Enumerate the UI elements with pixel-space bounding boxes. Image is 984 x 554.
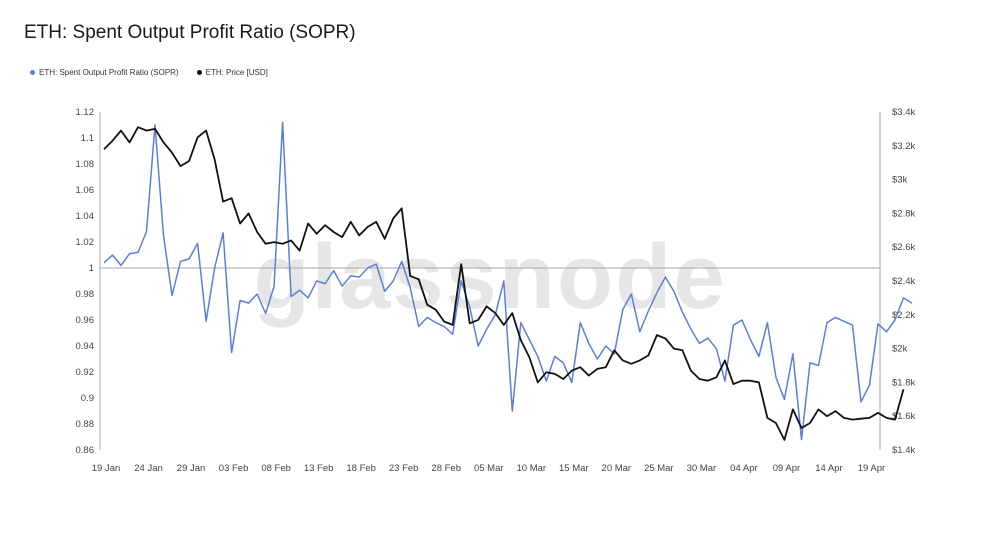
left-tick-label: 1.08 <box>76 159 95 170</box>
x-tick-label: 10 Mar <box>516 463 546 474</box>
left-tick-label: 1.12 <box>76 107 95 118</box>
x-tick-label: 04 Apr <box>730 463 757 474</box>
right-tick-label: $2.2k <box>892 310 915 321</box>
left-tick-label: 1.04 <box>76 211 95 222</box>
left-tick-label: 1.02 <box>76 237 95 248</box>
price-series-line <box>103 126 905 441</box>
x-tick-label: 08 Feb <box>261 463 291 474</box>
x-tick-label: 28 Feb <box>431 463 461 474</box>
x-tick-label: 13 Feb <box>304 463 334 474</box>
right-tick-label: $3k <box>892 175 908 186</box>
left-tick-label: 0.9 <box>81 393 94 404</box>
x-tick-label: 19 Apr <box>858 463 885 474</box>
legend-item-price[interactable]: ETH: Price [USD] <box>196 68 268 77</box>
left-tick-label: 1 <box>89 263 94 274</box>
sopr-series-line <box>103 121 913 441</box>
right-tick-label: $1.6k <box>892 411 915 422</box>
legend-label-sopr: ETH: Spent Output Profit Ratio (SOPR) <box>39 68 179 77</box>
x-tick-label: 30 Mar <box>687 463 717 474</box>
right-tick-label: $1.8k <box>892 377 915 388</box>
left-tick-label: 0.88 <box>76 419 95 430</box>
left-tick-label: 0.94 <box>76 341 95 352</box>
x-tick-label: 03 Feb <box>219 463 249 474</box>
x-tick-label: 25 Mar <box>644 463 674 474</box>
axes-group: 0.86 0.88 0.9 0.92 0.94 0.96 0.98 1 1.02 1.04 1.06… <box>76 107 916 474</box>
left-tick-label: 0.98 <box>76 289 95 300</box>
x-tick-label: 09 Apr <box>773 463 800 474</box>
right-tick-label: $2.8k <box>892 208 915 219</box>
x-tick-label: 29 Jan <box>177 463 206 474</box>
legend-item-sopr[interactable]: ETH: Spent Output Profit Ratio (SOPR) <box>30 68 179 77</box>
right-tick-label: $2k <box>892 344 908 355</box>
x-tick-label: 14 Apr <box>815 463 842 474</box>
right-tick-label: $3.4k <box>892 107 915 118</box>
x-tick-label: 24 Jan <box>134 463 163 474</box>
right-tick-label: $3.2k <box>892 141 915 152</box>
left-tick-label: 0.96 <box>76 315 95 326</box>
legend-marker-sopr <box>30 70 35 75</box>
legend-marker-price <box>196 70 202 75</box>
left-tick-label: 1.1 <box>81 133 94 144</box>
left-tick-label: 1.06 <box>76 185 95 196</box>
right-tick-label: $1.4k <box>892 445 915 456</box>
right-tick-label: $2.6k <box>892 242 915 253</box>
left-tick-label: 0.92 <box>76 367 95 378</box>
right-tick-label: $2.4k <box>892 276 915 287</box>
chart-title: ETH: Spent Output Profit Ratio (SOPR) <box>24 22 356 43</box>
x-tick-label: 18 Feb <box>346 463 376 474</box>
legend: ETH: Spent Output Profit Ratio (SOPR) ET… <box>30 68 268 77</box>
legend-label-price: ETH: Price [USD] <box>205 68 268 77</box>
x-tick-label: 05 Mar <box>474 463 504 474</box>
x-tick-label: 20 Mar <box>602 463 632 474</box>
watermark: glassnode <box>253 226 726 328</box>
series-lines-group <box>103 121 913 441</box>
x-tick-label: 23 Feb <box>389 463 419 474</box>
x-tick-label: 19 Jan <box>92 463 121 474</box>
x-tick-label: 15 Mar <box>559 463 589 474</box>
left-tick-label: 0.86 <box>76 445 95 456</box>
